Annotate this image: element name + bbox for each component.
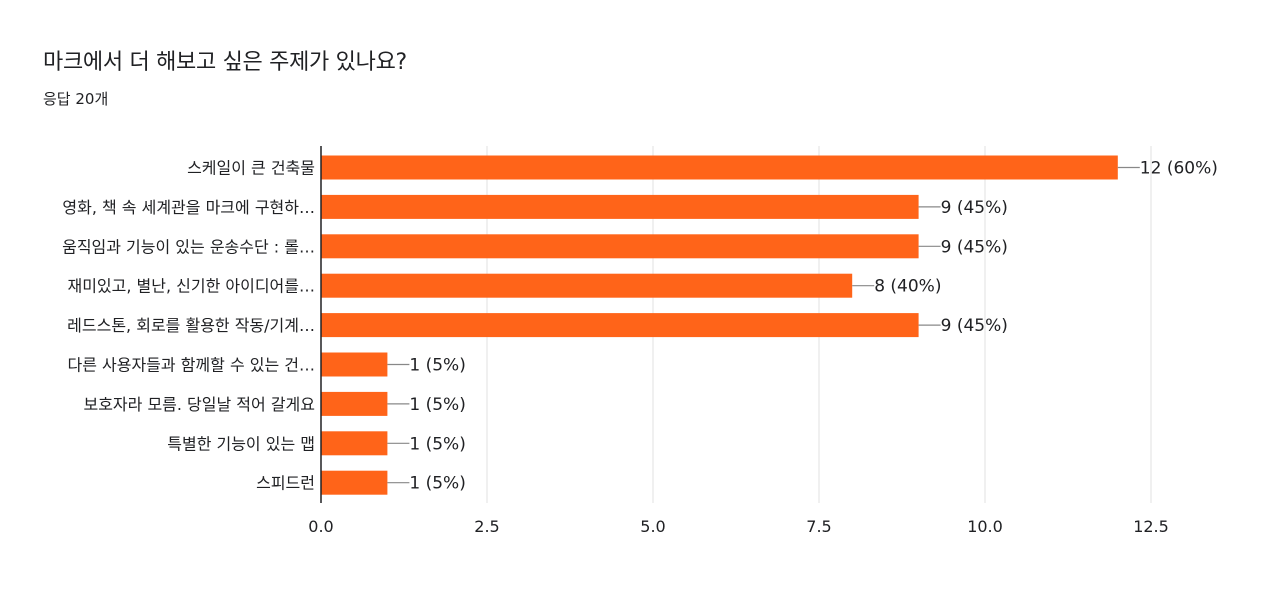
question-title: 마크에서 더 해보고 싶은 주제가 있나요?: [43, 50, 407, 75]
response-count: 응답 20개: [43, 90, 109, 108]
bar: [321, 352, 388, 377]
x-tick-label: 12.5: [1133, 517, 1169, 536]
x-tick-label: 10.0: [967, 517, 1003, 536]
data-label: 12 (60%): [1140, 159, 1218, 179]
bar: [321, 194, 919, 219]
category-label: 스피드런: [256, 474, 315, 493]
data-label: 9 (45%): [941, 237, 1008, 257]
category-label: 스케일이 큰 건축물: [187, 159, 315, 178]
category-label: 다른 사용자들과 함께할 수 있는 건…: [67, 356, 315, 375]
bar: [321, 470, 388, 495]
bar: [321, 234, 919, 259]
bar: [321, 431, 388, 456]
data-label: 8 (40%): [874, 277, 941, 297]
x-tick-label: 2.5: [474, 517, 499, 536]
data-label: 1 (5%): [409, 434, 465, 454]
category-label: 보호자라 모름. 당일날 적어 갈게요: [83, 395, 315, 414]
data-label: 1 (5%): [409, 474, 465, 494]
x-tick-label: 7.5: [806, 517, 831, 536]
bar: [321, 155, 1118, 180]
category-label: 레드스톤, 회로를 활용한 작동/기계…: [67, 316, 315, 335]
bar: [321, 313, 919, 338]
x-tick-label: 5.0: [640, 517, 665, 536]
data-label: 9 (45%): [941, 316, 1008, 336]
bar: [321, 391, 388, 416]
x-tick-label: 0.0: [308, 517, 333, 536]
category-label: 재미있고, 별난, 신기한 아이디어를…: [67, 277, 315, 296]
data-label: 1 (5%): [409, 395, 465, 415]
category-label: 영화, 책 속 세계관을 마크에 구현하…: [62, 198, 315, 217]
category-label: 움직임과 기능이 있는 운송수단 : 롤…: [62, 237, 315, 256]
bar: [321, 273, 853, 298]
data-label: 1 (5%): [409, 356, 465, 376]
data-label: 9 (45%): [941, 198, 1008, 218]
category-label: 특별한 기능이 있는 맵: [167, 434, 315, 453]
